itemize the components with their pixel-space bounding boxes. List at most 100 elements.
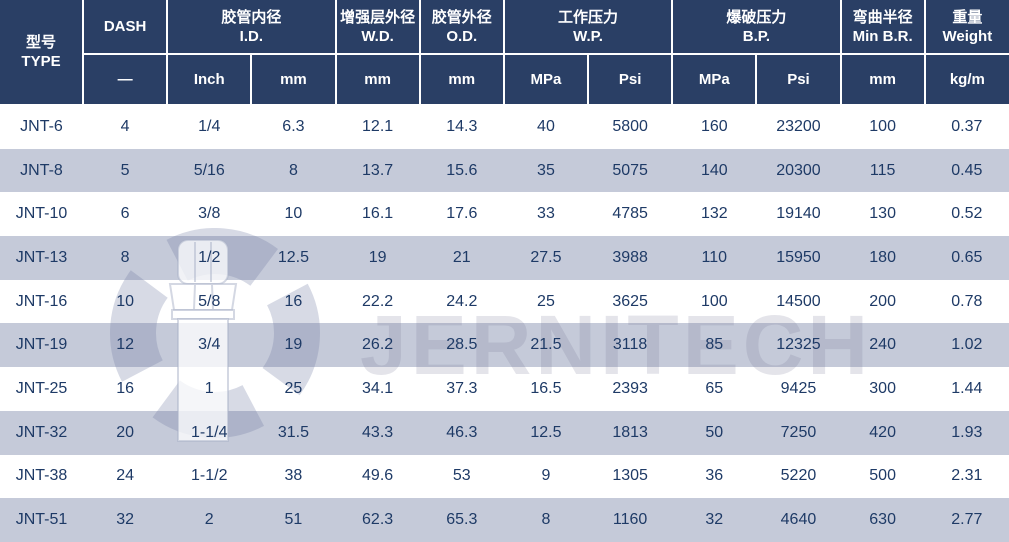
table-cell: 115 [869, 161, 896, 179]
table-cell: 53 [452, 467, 471, 485]
table-cell: 5 [120, 161, 130, 179]
table-row: JNT-10 6 3/8 10 16.1 17.6 33 4785 132 19140 130 0.5… [0, 192, 1009, 237]
table-cell: 16.1 [362, 205, 394, 223]
table-cell: 19140 [776, 205, 821, 223]
table-cell: 36 [705, 467, 724, 485]
table-cell: 32 [116, 511, 134, 529]
type-cell: JNT-19 [15, 336, 68, 354]
table-cell: 10 [116, 292, 134, 310]
table-cell: 1160 [612, 511, 648, 529]
col-header-od-en: O.D. [446, 27, 478, 45]
table-cell: 24.2 [446, 292, 478, 310]
col-header-bp-en: B.P. [742, 27, 770, 45]
table-cell: 7250 [780, 423, 817, 441]
col-header-wp: 工作压力 W.P. [503, 0, 674, 55]
col-header-type-en: TYPE [21, 53, 61, 70]
table-cell: 140 [700, 161, 728, 179]
col-header-weight-zh: 重量 [952, 8, 983, 26]
table-cell: 34.1 [362, 379, 394, 397]
table-cell: 3/8 [198, 205, 221, 223]
col-header-wd-en: W.D. [361, 27, 394, 45]
table-cell: 10 [284, 205, 303, 223]
table-cell: 12325 [776, 336, 821, 354]
table-cell: 33 [537, 205, 555, 223]
table-cell: 3118 [612, 336, 648, 354]
table-cell: 12.5 [277, 248, 309, 266]
table-cell: 62.3 [362, 511, 394, 529]
col-header-wd-zh: 增强层外径 [340, 8, 416, 26]
table-cell: 1.02 [951, 336, 983, 354]
table-cell: 9 [541, 467, 551, 485]
table-cell: 35 [537, 161, 555, 179]
col-header-br: 弯曲半径 Min B.R. [840, 0, 926, 55]
table-cell: 46.3 [446, 423, 478, 441]
table-cell: 27.5 [530, 248, 562, 266]
unit-wd-mm: mm [335, 54, 421, 106]
table-cell: 19 [284, 336, 303, 354]
table-cell: 500 [869, 467, 896, 485]
unit-wp-mpa: MPa [503, 54, 590, 106]
table-cell: 630 [869, 511, 896, 529]
table-cell: 28.5 [446, 336, 478, 354]
table-cell: 6 [120, 205, 130, 223]
table-row: JNT-6 4 1/4 6.3 12.1 14.3 40 5800 160 23200 100 0.3… [0, 105, 1009, 149]
table-row: JNT-25 16 1 25 34.1 37.3 16.5 2393 65 9425 300 1.44 [0, 367, 1009, 411]
col-header-od-zh: 胶管外径 [431, 8, 492, 26]
table-cell: 1/4 [198, 118, 221, 136]
col-header-od: 胶管外径 O.D. [419, 0, 505, 55]
table-cell: 1.44 [951, 379, 983, 397]
table-cell: 3988 [612, 248, 648, 266]
table-cell: 1/2 [198, 248, 221, 266]
col-header-dash: DASH [83, 0, 169, 55]
type-cell: JNT-6 [20, 118, 63, 136]
table-cell: 51 [284, 511, 303, 529]
table-cell: 15950 [776, 248, 821, 266]
table-cell: 19 [368, 248, 387, 266]
table-cell: 65 [705, 379, 724, 397]
unit-br-mm: mm [840, 54, 926, 106]
type-cell: JNT-10 [15, 205, 68, 223]
table-row: JNT-38 24 1-1/2 38 49.6 53 9 1305 36 5220 500 2.31 [0, 454, 1009, 499]
table-cell: 1 [204, 379, 214, 397]
col-header-weight: 重量 Weight [924, 0, 1009, 55]
table-cell: 25 [284, 379, 303, 397]
table-cell: 4785 [612, 205, 648, 223]
table-cell: 1305 [612, 467, 648, 485]
table-cell: 0.45 [951, 161, 983, 179]
table-cell: 5800 [612, 118, 648, 136]
table-cell: 0.52 [951, 205, 983, 223]
table-cell: 1813 [612, 423, 648, 441]
table-cell: 8 [120, 248, 130, 266]
col-header-id-zh: 胶管内径 [221, 8, 282, 26]
col-header-wp-en: W.P. [573, 27, 603, 45]
table-cell: 24 [116, 467, 134, 485]
table-row: JNT-13 8 1/2 12.5 19 21 27.5 3988 110 15950 180 0.6… [0, 236, 1009, 280]
table-cell: 5/8 [198, 292, 221, 310]
col-header-type-zh: 型号 [25, 34, 56, 51]
type-cell: JNT-25 [15, 379, 68, 397]
table-cell: 3/4 [198, 336, 221, 354]
type-cell: JNT-51 [15, 511, 68, 529]
table-cell: 43.3 [362, 423, 394, 441]
table-cell: 2.31 [951, 467, 983, 485]
table-cell: 0.78 [951, 292, 983, 310]
table-body: JNT-6 4 1/4 6.3 12.1 14.3 40 5800 160 23200 100 0.3… [0, 105, 1009, 542]
table-cell: 37.3 [446, 379, 478, 397]
type-cell: JNT-13 [15, 248, 68, 266]
table-cell: 17.6 [446, 205, 478, 223]
table-cell: 4 [120, 118, 130, 136]
table-cell: 20300 [776, 161, 821, 179]
table-cell: 16.5 [530, 379, 562, 397]
table-cell: 132 [700, 205, 728, 223]
table-cell: 14.3 [446, 118, 478, 136]
col-header-type: 型号 TYPE [0, 0, 84, 106]
table-cell: 2393 [612, 379, 648, 397]
table-row: JNT-16 10 5/8 16 22.2 24.2 25 3625 100 14500 200 0.… [0, 279, 1009, 324]
table-cell: 110 [701, 248, 728, 266]
table-cell: 15.6 [446, 161, 478, 179]
table-cell: 200 [869, 292, 896, 310]
table-cell: 6.3 [282, 118, 305, 136]
table-header: 型号 TYPE DASH 胶管内径 I.D. 增强层外径 W.D. 胶管外径 O… [0, 0, 1009, 106]
col-header-bp-zh: 爆破压力 [726, 8, 787, 26]
table-cell: 25 [537, 292, 555, 310]
